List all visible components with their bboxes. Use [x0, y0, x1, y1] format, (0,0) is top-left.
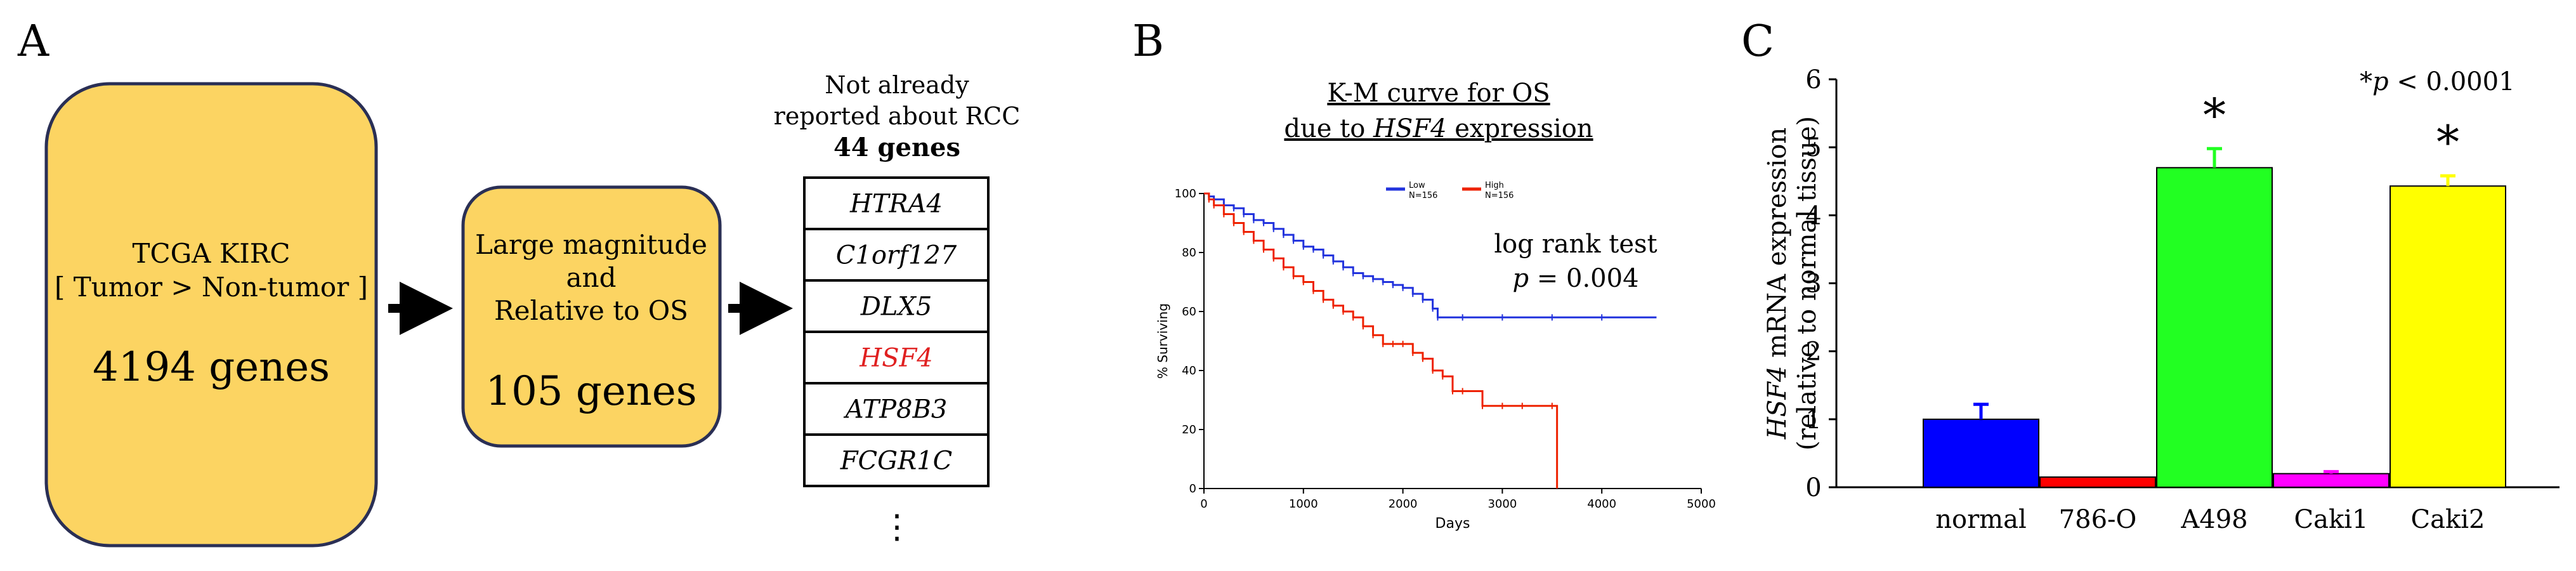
km-title-line-1: K-M curve for OS	[1327, 79, 1550, 108]
gene-row	[803, 176, 990, 230]
km-x-tick-label: 5000	[1687, 497, 1716, 511]
km-x-tick-label: 4000	[1587, 497, 1616, 511]
panel-b: B K-M curve for OS due to HSF4 expressio…	[1132, 16, 1716, 532]
km-y-tick-label: 0	[1189, 482, 1196, 496]
panel-a: A TCGA KIRC [ Tumor > Non-tumor ] 4194 g…	[17, 16, 1021, 548]
km-legend-n: N=156	[1409, 191, 1437, 200]
gene-row	[803, 433, 990, 487]
filter-line-1: Large magnitude	[475, 229, 707, 260]
bar-y-axis-gene: HSF4	[1763, 366, 1792, 440]
km-y-tick-label: 80	[1182, 246, 1196, 259]
km-title-line-2: due to HSF4 expression	[1284, 114, 1593, 143]
gene-row	[803, 331, 990, 384]
list-header-count: 44 genes	[834, 133, 960, 162]
gene-name-atp8b3: ATP8B3	[843, 395, 948, 424]
km-title-suffix: expression	[1447, 114, 1593, 143]
bar-y-axis-label-2: (relative to normal tissue)	[1793, 116, 1822, 450]
km-title-gene: HSF4	[1373, 114, 1447, 143]
bar-y-tick-label: 6	[1805, 65, 1821, 95]
bar-normal	[1923, 418, 2039, 488]
bar-y-tick-label: 2	[1805, 338, 1821, 367]
km-chart: 0 1000 2000 3000 4000 5000 0 20 40 60 80 100 Days % S…	[1155, 181, 1716, 532]
bar-category-label: 786-O	[2059, 505, 2137, 534]
km-legend-n: N=156	[1485, 191, 1514, 200]
bar-a498	[2156, 167, 2273, 488]
panel-b-label: B	[1132, 16, 1164, 67]
gene-row	[803, 382, 990, 436]
significance-star: *	[2436, 115, 2459, 169]
bar-chart: 0 1 2 3 4 5 6 normal 786-O * A498 Caki1 * Caki2 HSF4 m…	[1763, 65, 2560, 534]
km-x-axis-label: Days	[1435, 516, 1470, 532]
annotation-p: p	[2372, 67, 2389, 96]
tcga-kirc-box	[44, 82, 378, 548]
panel-c: C 0 1 2 3 4 5 6 normal 786-O * A498 Caki1 * Caki2 HSF4…	[1741, 16, 2560, 534]
filtered-genes-box	[461, 185, 722, 448]
significance-star: *	[2203, 88, 2226, 141]
tcga-kirc-title: TCGA KIRC	[132, 238, 290, 269]
gene-name-htra4: HTRA4	[849, 190, 943, 219]
bar-y-tick-label: 5	[1805, 133, 1821, 162]
gene-name-dlx5: DLX5	[860, 292, 932, 322]
bar-caki1	[2273, 473, 2390, 488]
bar-786-o	[2039, 476, 2156, 488]
km-y-tick-label: 20	[1182, 423, 1196, 436]
bar-category-label: A498	[2180, 505, 2247, 534]
km-annotation-line-1: log rank test	[1494, 230, 1657, 259]
gene-name-c1orf127: C1orf127	[836, 241, 957, 270]
bar-y-tick-label: 3	[1805, 270, 1821, 299]
tcga-kirc-criteria: [ Tumor > Non-tumor ]	[55, 272, 368, 303]
bar-category-label: normal	[1935, 505, 2027, 534]
gene-name-hsf4: HSF4	[859, 344, 933, 373]
gene-name-fcgr1c: FCGR1C	[840, 447, 952, 476]
bar-y-tick-label: 0	[1805, 473, 1821, 502]
bar-y-tick-label: 1	[1805, 405, 1821, 435]
bar-category-label: Caki2	[2411, 505, 2485, 534]
km-title-prefix: due to	[1284, 114, 1373, 143]
km-legend-name: High	[1485, 181, 1504, 190]
km-x-tick-label: 3000	[1487, 497, 1517, 511]
gene-row	[803, 279, 990, 333]
km-y-tick-label: 60	[1182, 305, 1196, 318]
km-y-tick-label: 100	[1175, 187, 1196, 200]
km-pvalue-value: = 0.004	[1529, 264, 1638, 293]
bar-y-tick-label: 4	[1805, 201, 1821, 230]
bar-caki2	[2390, 185, 2506, 488]
annotation-rest: < 0.0001	[2389, 67, 2515, 96]
panel-a-label: A	[17, 16, 49, 67]
gene-table: HTRA4 C1orf127 DLX5 HSF4 ATP8B3 FCGR1C	[803, 176, 990, 487]
km-legend-name: Low	[1409, 181, 1425, 190]
km-y-tick-label: 40	[1182, 364, 1196, 377]
bar-y-axis-rest: mRNA expression	[1763, 128, 1792, 366]
km-pvalue-symbol: p	[1512, 264, 1529, 293]
panel-c-label: C	[1741, 16, 1774, 67]
km-x-tick-label: 0	[1200, 497, 1207, 511]
bar-y-axis-label: HSF4 mRNA expression	[1763, 128, 1792, 440]
km-x-tick-label: 2000	[1389, 497, 1418, 511]
list-header-line-2: reported about RCC	[774, 102, 1021, 130]
annotation-star: *	[2360, 67, 2372, 96]
bar-significance-annotation: *p < 0.0001	[2360, 67, 2515, 96]
list-header-line-1: Not already	[825, 71, 969, 99]
filtered-genes-count: 105 genes	[485, 368, 696, 415]
bar-category-label: Caki1	[2294, 505, 2369, 534]
km-x-tick-label: 1000	[1289, 497, 1318, 511]
list-ellipsis: ⋮	[880, 508, 913, 546]
km-y-axis-label: % Surviving	[1155, 303, 1170, 379]
filter-line-3: Relative to OS	[494, 295, 688, 326]
tcga-kirc-count: 4194 genes	[93, 344, 330, 391]
km-annotation-pvalue: p = 0.004	[1512, 264, 1638, 293]
filter-line-2: and	[566, 262, 617, 293]
